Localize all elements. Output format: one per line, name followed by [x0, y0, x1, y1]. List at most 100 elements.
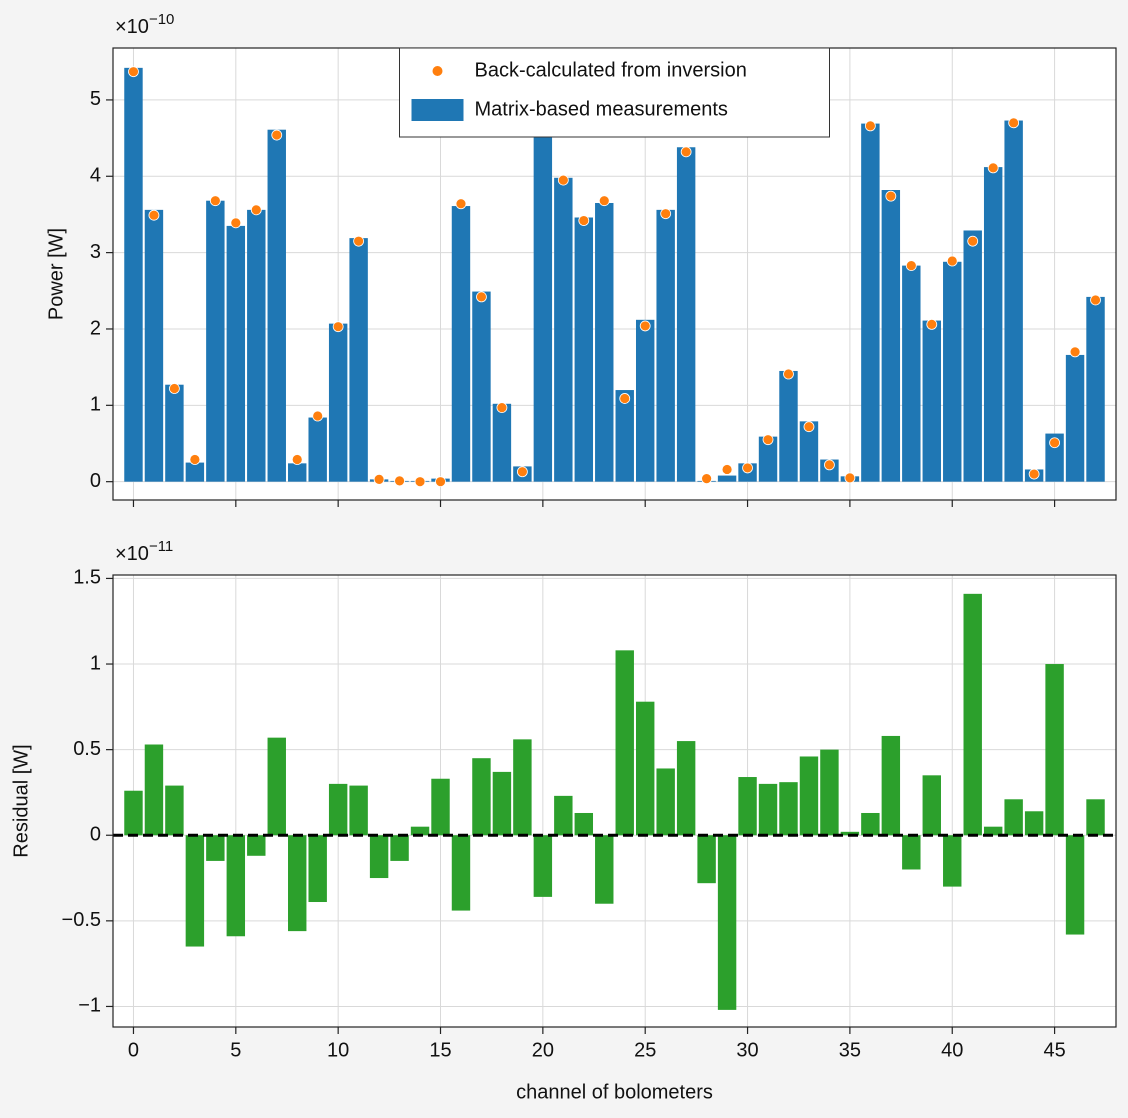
panel: 0 1 2 3 4 5 Power [W] ×10−10 Back-calculated fro…	[45, 11, 1117, 507]
point	[864, 120, 876, 132]
bar	[820, 749, 839, 836]
bar	[472, 291, 491, 482]
point	[230, 217, 242, 229]
bar	[943, 261, 962, 482]
bar	[369, 835, 389, 879]
x-tick-label: 10	[327, 1039, 349, 1061]
bar	[185, 835, 205, 947]
bar	[1045, 433, 1064, 482]
point	[476, 291, 487, 303]
bar	[533, 122, 553, 482]
bar	[492, 771, 512, 836]
legend-marker	[432, 66, 443, 76]
offset-exponent: −10	[149, 11, 174, 28]
point	[660, 208, 672, 220]
bar	[328, 323, 348, 482]
bar	[943, 835, 962, 887]
bar	[861, 123, 880, 482]
x-tick-label: 15	[429, 1039, 451, 1061]
point	[271, 129, 283, 141]
point	[680, 146, 692, 158]
bar	[492, 403, 512, 482]
point	[209, 195, 221, 207]
bar	[963, 230, 982, 482]
panel: 0 5 10 15 20 25 30 35 40 45 −1 −0.5 0 0.5 1 1.5 Residual…	[10, 538, 1117, 1103]
point	[373, 473, 385, 485]
offset-exponent: −11	[149, 538, 173, 555]
bar	[349, 785, 368, 836]
x-axis-label: channel of bolometers	[516, 1081, 713, 1103]
bar	[410, 826, 430, 836]
bar	[533, 835, 553, 897]
x-tick-label: 35	[839, 1039, 861, 1061]
point	[742, 462, 753, 474]
bar	[574, 812, 594, 836]
point	[701, 473, 713, 485]
y-tick-label: 0.5	[73, 738, 101, 760]
legend-label: Matrix-based measurements	[475, 98, 728, 120]
bar	[615, 390, 634, 482]
bar	[902, 835, 921, 870]
bar	[308, 835, 327, 903]
x-tick-label: 0	[128, 1039, 139, 1061]
bar	[656, 768, 675, 836]
bar	[247, 835, 266, 856]
bar	[451, 206, 471, 482]
point	[332, 321, 344, 333]
x-tick-label: 30	[736, 1039, 758, 1061]
point	[353, 235, 365, 247]
y-axis-label: Power [W]	[45, 228, 67, 320]
bar	[554, 177, 573, 482]
bar	[861, 812, 880, 836]
point	[169, 383, 180, 394]
bar	[902, 265, 921, 482]
legend-box	[399, 47, 830, 138]
bar	[574, 217, 594, 482]
y-tick-label: 1	[90, 652, 101, 674]
point	[516, 466, 528, 478]
bar	[226, 225, 246, 482]
bar	[963, 593, 982, 836]
bar	[922, 320, 941, 482]
bar	[799, 421, 819, 482]
bar	[124, 67, 143, 482]
point	[250, 204, 262, 216]
bar	[247, 209, 266, 482]
point	[148, 209, 160, 221]
bar	[267, 737, 286, 836]
bar	[799, 756, 819, 836]
bar	[779, 782, 798, 836]
bar	[676, 147, 696, 482]
bar	[472, 758, 491, 836]
x-tick-label: 45	[1043, 1039, 1065, 1061]
point	[291, 454, 303, 465]
bar	[144, 209, 164, 482]
bar	[451, 835, 471, 911]
y-tick-label: 3	[90, 241, 101, 263]
bar	[983, 826, 1003, 836]
offset-base: ×10	[115, 16, 149, 38]
bar	[206, 835, 225, 861]
offset-base: ×10	[115, 543, 149, 565]
bar	[1004, 799, 1023, 836]
y-tick-label: 1	[90, 394, 101, 416]
bar	[328, 783, 348, 836]
x-tick-label: 25	[634, 1039, 656, 1061]
bar	[615, 650, 634, 836]
x-tick-label: 5	[230, 1039, 241, 1061]
bar	[308, 417, 327, 482]
point	[946, 255, 958, 267]
point	[844, 472, 856, 484]
bar	[635, 319, 655, 482]
point	[435, 476, 446, 488]
point	[394, 475, 405, 487]
point	[1049, 437, 1060, 449]
bar	[779, 370, 798, 482]
point	[455, 198, 467, 210]
y-tick-label: −1	[78, 995, 101, 1017]
point	[496, 402, 508, 414]
point	[1069, 346, 1081, 358]
y-axis-label: Residual [W]	[10, 744, 32, 857]
bar	[554, 795, 573, 836]
